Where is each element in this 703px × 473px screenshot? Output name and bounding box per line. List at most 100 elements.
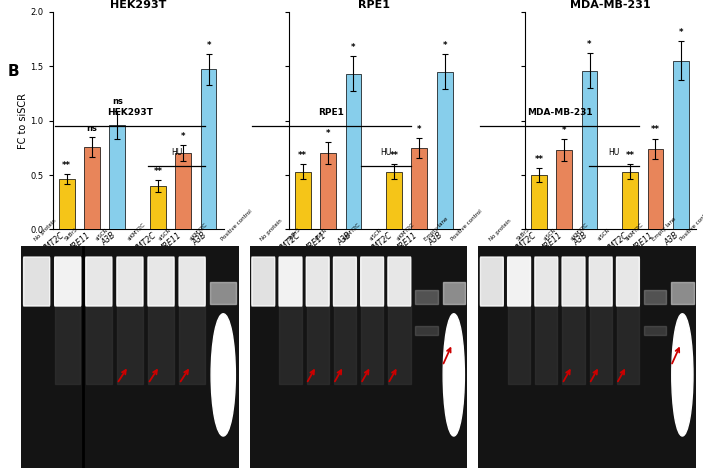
Text: *: * [678,28,683,37]
Text: siKMT2C: siKMT2C [188,222,208,242]
Bar [415,326,438,335]
Text: B: B [8,64,20,79]
Text: siSCR: siSCR [314,227,328,242]
Text: *: * [326,129,330,138]
Bar [411,148,427,229]
Bar [581,70,598,229]
Bar [148,306,174,384]
Text: Positive control: Positive control [450,209,483,242]
FancyBboxPatch shape [361,257,384,306]
Title: RPE1: RPE1 [359,0,390,9]
FancyBboxPatch shape [179,257,205,306]
Text: **: ** [626,151,635,160]
Bar [175,153,191,229]
Text: siSCR: siSCR [157,227,172,242]
Bar [361,306,383,384]
Text: HEK293T: HEK293T [107,108,153,117]
Title: MDA-MB-231: MDA-MB-231 [570,0,651,9]
Bar [590,306,612,384]
FancyBboxPatch shape [24,257,50,306]
Text: *: * [562,126,567,135]
FancyBboxPatch shape [333,257,356,306]
Text: **: ** [389,151,399,160]
Bar [443,281,465,304]
Bar [110,125,125,229]
Text: siKMT2C: siKMT2C [356,342,392,351]
Text: **: ** [534,155,543,164]
Ellipse shape [672,314,693,436]
Text: No protein: No protein [259,218,283,242]
FancyBboxPatch shape [279,257,302,306]
Bar [86,306,112,384]
FancyBboxPatch shape [589,257,612,306]
Text: siSCR: siSCR [368,227,383,242]
Text: HU: HU [177,303,190,312]
Bar [179,306,205,384]
Bar [201,70,217,229]
FancyBboxPatch shape [86,257,112,306]
Text: siKMT2C: siKMT2C [570,222,590,242]
Title: HEK293T: HEK293T [110,0,167,9]
Text: ns: ns [86,123,98,132]
Bar [562,306,585,384]
Text: *: * [442,41,447,50]
Bar [622,172,638,229]
FancyBboxPatch shape [148,257,174,306]
Bar [673,61,689,229]
Ellipse shape [211,314,236,436]
Text: siSCR: siSCR [543,227,557,242]
Bar [295,172,311,229]
Text: siKMT2C: siKMT2C [120,342,155,351]
Ellipse shape [443,314,465,436]
Text: Positive control: Positive control [220,209,253,242]
Bar [644,290,666,304]
Text: RPE1: RPE1 [318,108,344,117]
Text: *: * [181,132,186,141]
Bar [556,150,572,229]
Text: siKMT2C: siKMT2C [342,222,361,242]
Text: HU: HU [413,303,425,312]
Bar [531,175,547,229]
Bar [346,74,361,229]
Text: siKMT2C: siKMT2C [592,342,628,351]
Bar [279,306,302,384]
Bar [644,326,666,335]
Text: *: * [417,125,422,134]
Text: No protein: No protein [33,218,57,242]
FancyBboxPatch shape [562,257,585,306]
Text: *: * [587,40,592,49]
FancyBboxPatch shape [388,257,411,306]
Bar [647,149,663,229]
FancyBboxPatch shape [252,257,275,306]
Bar [210,281,236,304]
Text: **: ** [153,166,162,175]
Text: **: ** [62,161,71,170]
Bar [386,172,402,229]
Text: HU: HU [649,303,662,312]
Text: siKMT2C: siKMT2C [127,222,146,242]
Text: HU: HU [171,148,182,157]
Bar [617,306,639,384]
Text: ns: ns [112,97,123,106]
FancyBboxPatch shape [55,257,81,306]
Text: No protein: No protein [489,218,512,242]
Bar [307,306,329,384]
Bar [84,147,100,229]
Bar [437,72,453,229]
Text: HU: HU [380,148,392,157]
Text: siSCR: siSCR [96,227,110,242]
Bar [117,306,143,384]
Bar [321,153,336,229]
FancyBboxPatch shape [117,257,143,306]
FancyBboxPatch shape [307,257,329,306]
Text: *: * [207,41,211,50]
Text: SkBr3: SkBr3 [287,227,302,242]
Bar [415,290,438,304]
FancyBboxPatch shape [535,257,557,306]
FancyBboxPatch shape [480,257,503,306]
Bar [334,306,356,384]
Text: SkBr3: SkBr3 [515,227,531,242]
Text: **: ** [298,151,307,160]
FancyBboxPatch shape [508,257,531,306]
Text: HU: HU [609,148,620,157]
